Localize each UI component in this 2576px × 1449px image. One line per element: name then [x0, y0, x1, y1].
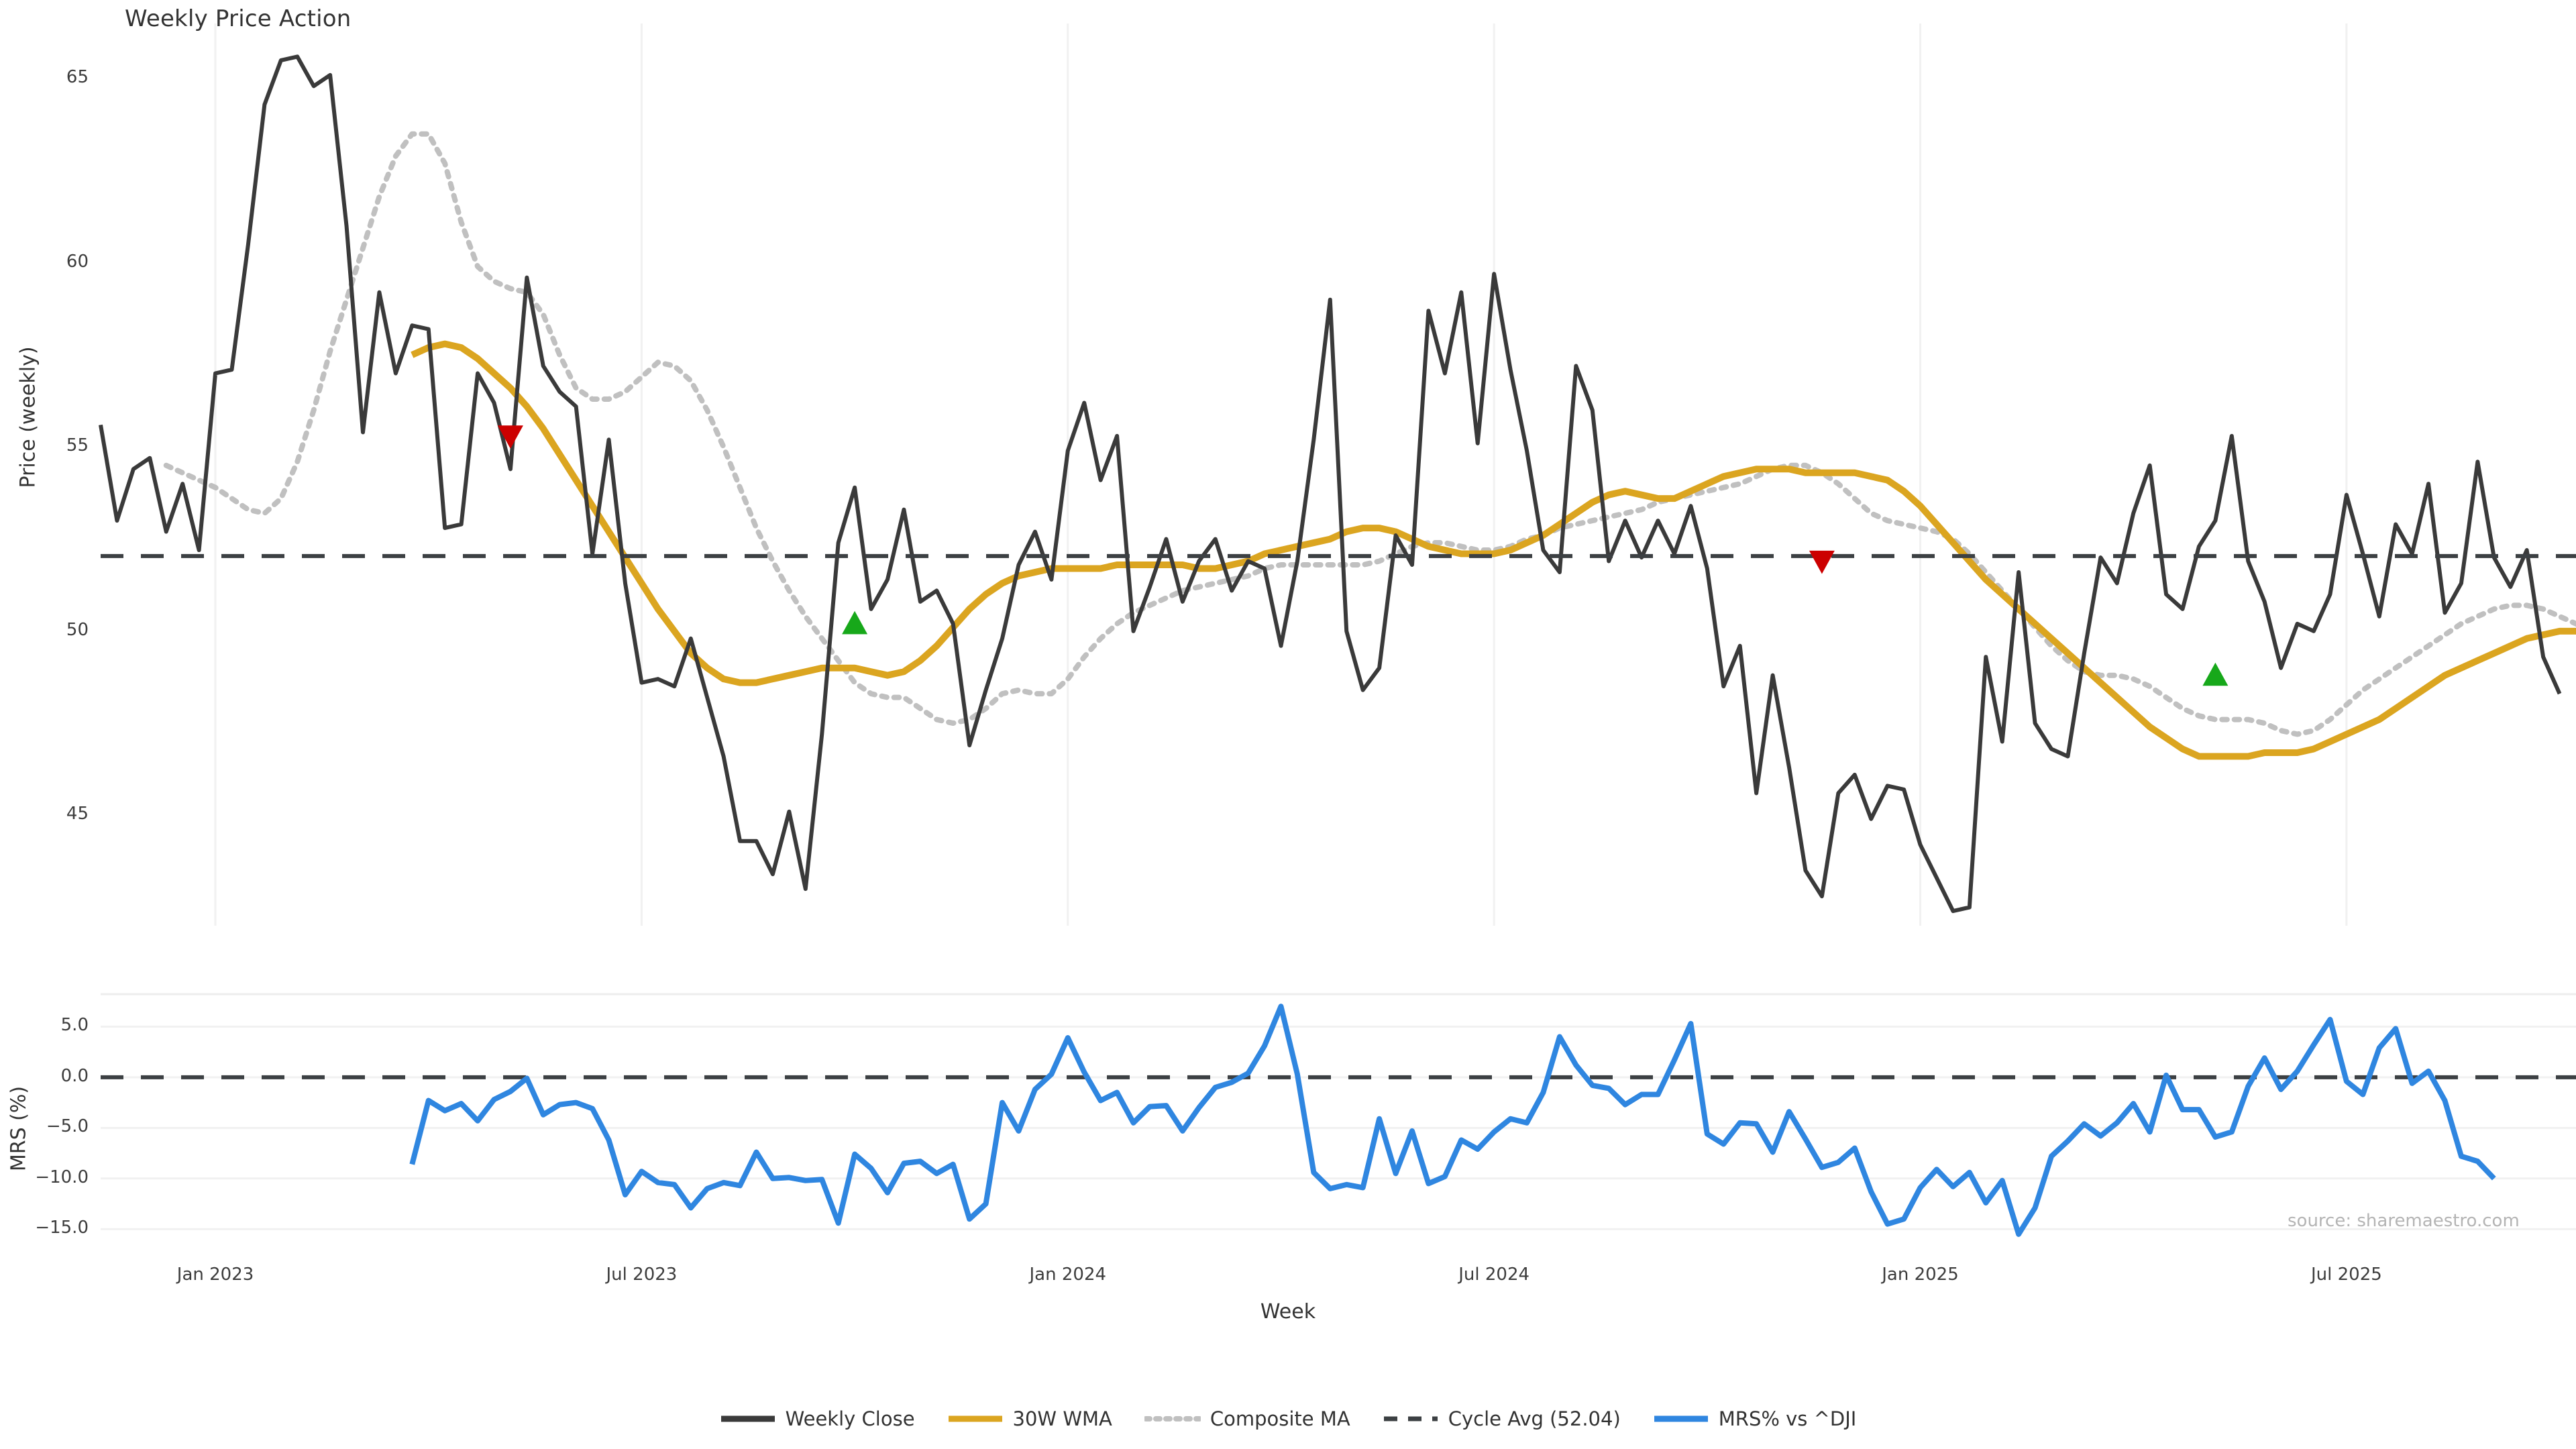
- buy-signal-marker: [2202, 662, 2229, 686]
- buy-signal-marker: [842, 610, 868, 635]
- legend-label-0: Weekly Close: [785, 1407, 915, 1430]
- price-ytick-3: 60: [66, 251, 89, 272]
- x-tick-2: Jan 2024: [1029, 1265, 1107, 1285]
- legend-swatch-3: [1383, 1416, 1438, 1421]
- price-ytick-4: 65: [66, 67, 89, 88]
- x-tick-3: Jul 2024: [1458, 1265, 1530, 1285]
- mrs-ytick-0: 5.0: [60, 1015, 89, 1036]
- mrs-ytick-3: −10.0: [35, 1167, 89, 1187]
- mrs-series-line: [409, 1004, 2496, 1237]
- source-watermark: source: sharemaestro.com: [2288, 1211, 2520, 1231]
- price-ytick-0: 45: [66, 804, 89, 824]
- price-ytick-1: 50: [66, 619, 89, 640]
- x-axis-label: Week: [1260, 1300, 1316, 1324]
- legend-item-2[interactable]: Composite MA: [1144, 1407, 1350, 1430]
- x-tick-0: Jan 2023: [176, 1265, 254, 1285]
- price-axis-label: Price (weekly): [16, 346, 40, 488]
- legend-item-1[interactable]: 30W WMA: [947, 1407, 1112, 1430]
- price-series-composite-ma: [163, 131, 2576, 737]
- price-series-30w-wma: [411, 340, 2576, 760]
- sell-signal-marker: [497, 425, 523, 449]
- sell-signal-marker: [1809, 550, 1835, 574]
- x-tick-4: Jan 2025: [1882, 1265, 1959, 1285]
- page-title: Weekly Price Action: [125, 5, 352, 32]
- legend-swatch-0: [720, 1415, 775, 1422]
- mrs-ytick-1: 0.0: [60, 1065, 89, 1086]
- x-tick-1: Jul 2023: [606, 1265, 678, 1285]
- legend-item-0[interactable]: Weekly Close: [720, 1407, 915, 1430]
- price-ytick-2: 55: [66, 435, 89, 456]
- legend-label-1: 30W WMA: [1012, 1407, 1112, 1430]
- legend-label-2: Composite MA: [1210, 1407, 1350, 1430]
- price-series-weekly-close: [99, 54, 2562, 914]
- legend-swatch-2: [1144, 1416, 1201, 1421]
- mrs-ytick-4: −15.0: [35, 1218, 89, 1238]
- legend-item-4[interactable]: MRS% vs ^DJI: [1653, 1407, 1857, 1430]
- legend-label-3: Cycle Avg (52.04): [1448, 1407, 1621, 1430]
- legend-swatch-4: [1654, 1415, 1708, 1422]
- legend-swatch-1: [948, 1415, 1002, 1422]
- legend-item-3[interactable]: Cycle Avg (52.04): [1383, 1407, 1621, 1430]
- mrs-ytick-2: −5.0: [46, 1116, 89, 1137]
- chart-legend: Weekly Close 30W WMA Composite MA Cycle Avg…: [0, 1407, 2576, 1430]
- legend-label-4: MRS% vs ^DJI: [1718, 1407, 1857, 1430]
- x-tick-5: Jul 2025: [2310, 1265, 2382, 1285]
